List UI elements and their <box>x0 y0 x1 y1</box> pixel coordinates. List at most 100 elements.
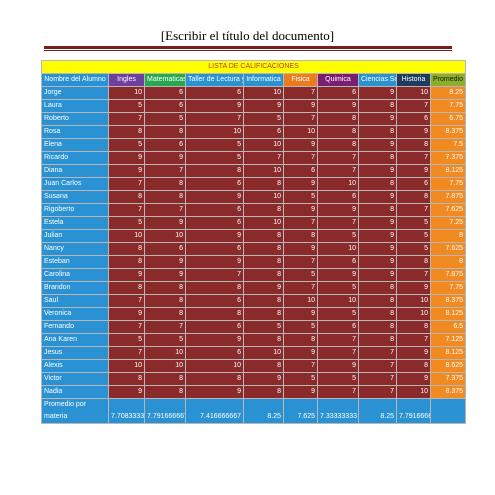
grade-cell[interactable]: 9 <box>358 164 397 178</box>
grade-cell[interactable]: 8 <box>396 359 431 373</box>
grade-cell[interactable]: 7 <box>283 359 318 373</box>
grade-cell[interactable]: 5 <box>243 112 284 126</box>
grade-cell[interactable]: 7 <box>358 385 397 399</box>
student-average-cell[interactable]: 8.125 <box>429 164 467 178</box>
grade-cell[interactable]: 7 <box>185 268 244 282</box>
student-average-cell[interactable]: 8.625 <box>429 359 467 373</box>
grade-cell[interactable]: 7 <box>396 99 431 113</box>
student-name-cell[interactable]: Rosa <box>41 125 109 139</box>
grade-cell[interactable]: 9 <box>283 138 318 152</box>
grade-cell[interactable]: 5 <box>283 372 318 386</box>
grade-cell[interactable]: 5 <box>317 281 359 295</box>
grade-cell[interactable]: 10 <box>108 86 145 100</box>
grade-cell[interactable]: 8 <box>317 138 359 152</box>
grade-cell[interactable]: 10 <box>283 294 318 308</box>
footer-average-cell[interactable]: 7.791666667 <box>144 398 186 424</box>
grade-cell[interactable]: 9 <box>144 151 186 165</box>
grade-cell[interactable]: 7 <box>108 294 145 308</box>
student-average-cell[interactable]: 8.375 <box>429 385 467 399</box>
header-ingles[interactable]: Ingles <box>108 73 145 87</box>
grade-cell[interactable]: 9 <box>283 203 318 217</box>
student-average-cell[interactable]: 8 <box>429 255 467 269</box>
student-average-cell[interactable]: 7.875 <box>429 268 467 282</box>
grade-cell[interactable]: 8 <box>358 333 397 347</box>
student-average-cell[interactable]: 8 <box>429 229 467 243</box>
grade-cell[interactable]: 8 <box>144 307 186 321</box>
grade-cell[interactable]: 8 <box>358 99 397 113</box>
grade-cell[interactable]: 7 <box>358 346 397 360</box>
grade-cell[interactable]: 9 <box>396 346 431 360</box>
grade-cell[interactable]: 8 <box>358 125 397 139</box>
grade-cell[interactable]: 7 <box>358 359 397 373</box>
grade-cell[interactable]: 6 <box>283 164 318 178</box>
grade-cell[interactable]: 7 <box>317 385 359 399</box>
student-name-cell[interactable]: Victor <box>41 372 109 386</box>
grade-cell[interactable]: 8 <box>396 320 431 334</box>
grade-cell[interactable]: 8 <box>243 294 284 308</box>
grade-cell[interactable]: 8 <box>317 125 359 139</box>
grade-cell[interactable]: 9 <box>283 307 318 321</box>
grade-cell[interactable]: 9 <box>108 164 145 178</box>
grade-cell[interactable]: 9 <box>396 281 431 295</box>
footer-average-cell[interactable]: 7.625 <box>283 398 318 424</box>
footer-label[interactable]: Promedio por materia <box>41 398 109 424</box>
header-informatica[interactable]: Informatica <box>243 73 284 87</box>
grade-cell[interactable]: 8 <box>108 372 145 386</box>
grade-cell[interactable]: 9 <box>358 86 397 100</box>
grade-cell[interactable]: 7 <box>108 320 145 334</box>
grade-cell[interactable]: 9 <box>283 385 318 399</box>
grade-cell[interactable]: 7 <box>317 346 359 360</box>
student-name-cell[interactable]: Julian <box>41 229 109 243</box>
grade-cell[interactable]: 8 <box>243 385 284 399</box>
grade-cell[interactable]: 8 <box>243 229 284 243</box>
grade-cell[interactable]: 9 <box>358 190 397 204</box>
grade-cell[interactable]: 9 <box>144 216 186 230</box>
grade-cell[interactable]: 6 <box>185 242 244 256</box>
grade-cell[interactable]: 9 <box>283 177 318 191</box>
grade-cell[interactable]: 8 <box>108 190 145 204</box>
grade-cell[interactable]: 7 <box>396 333 431 347</box>
student-average-cell[interactable]: 6.75 <box>429 112 467 126</box>
grade-cell[interactable]: 7 <box>108 112 145 126</box>
grade-cell[interactable]: 7 <box>144 164 186 178</box>
grade-cell[interactable]: 5 <box>317 229 359 243</box>
grade-cell[interactable]: 5 <box>144 333 186 347</box>
grade-cell[interactable]: 5 <box>243 320 284 334</box>
student-average-cell[interactable]: 8.125 <box>429 307 467 321</box>
student-name-cell[interactable]: Jesus <box>41 346 109 360</box>
student-average-cell[interactable]: 7.625 <box>429 242 467 256</box>
student-name-cell[interactable]: Nadia <box>41 385 109 399</box>
grade-cell[interactable]: 9 <box>358 255 397 269</box>
student-name-cell[interactable]: Ana Karen <box>41 333 109 347</box>
grade-cell[interactable]: 9 <box>185 385 244 399</box>
grade-cell[interactable]: 8 <box>185 164 244 178</box>
grade-cell[interactable]: 6 <box>185 203 244 217</box>
grade-cell[interactable]: 6 <box>144 99 186 113</box>
student-name-cell[interactable]: Diana <box>41 164 109 178</box>
grade-cell[interactable]: 10 <box>243 216 284 230</box>
grade-cell[interactable]: 8 <box>243 255 284 269</box>
grade-cell[interactable]: 9 <box>185 333 244 347</box>
student-average-cell[interactable]: 8.375 <box>429 294 467 308</box>
grade-cell[interactable]: 6 <box>396 112 431 126</box>
grade-cell[interactable]: 9 <box>108 268 145 282</box>
grade-cell[interactable]: 9 <box>243 281 284 295</box>
grade-cell[interactable]: 9 <box>317 268 359 282</box>
grade-cell[interactable]: 8 <box>144 177 186 191</box>
grade-cell[interactable]: 7 <box>317 164 359 178</box>
grade-cell[interactable]: 8 <box>108 242 145 256</box>
grade-cell[interactable]: 10 <box>243 138 284 152</box>
grade-cell[interactable]: 7 <box>144 203 186 217</box>
grade-cell[interactable]: 8 <box>243 177 284 191</box>
grade-cell[interactable]: 7 <box>317 333 359 347</box>
grade-cell[interactable]: 6 <box>317 255 359 269</box>
grade-cell[interactable]: 10 <box>396 307 431 321</box>
grade-cell[interactable]: 7 <box>283 112 318 126</box>
grade-cell[interactable]: 9 <box>243 99 284 113</box>
grade-cell[interactable]: 9 <box>283 242 318 256</box>
student-name-cell[interactable]: Elena <box>41 138 109 152</box>
grade-cell[interactable]: 8 <box>358 281 397 295</box>
grade-cell[interactable]: 6 <box>317 320 359 334</box>
grade-cell[interactable]: 6 <box>185 320 244 334</box>
grade-cell[interactable]: 8 <box>108 281 145 295</box>
